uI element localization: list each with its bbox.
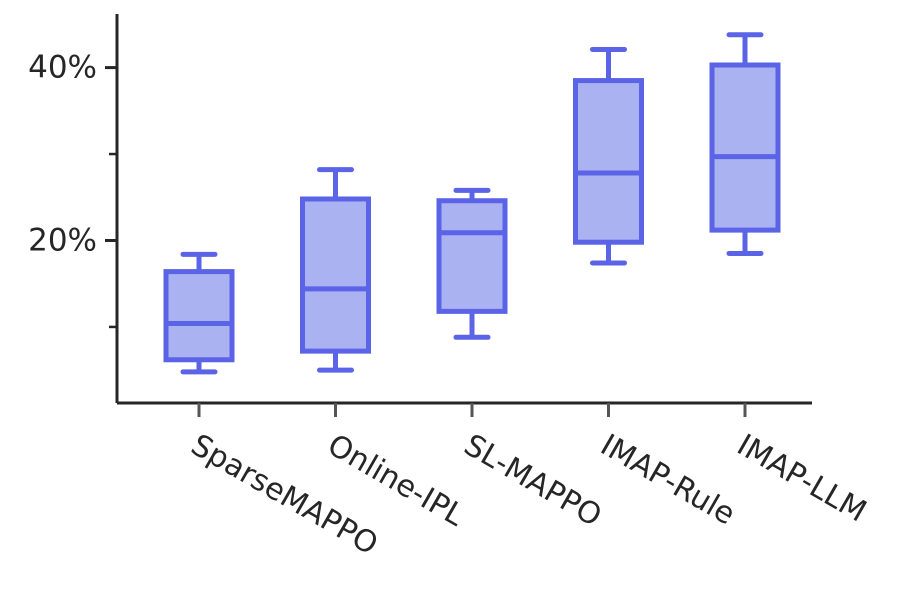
box	[436, 198, 508, 314]
x-tick-label: IMAP-LLM	[731, 428, 872, 530]
box	[573, 78, 644, 245]
box-group	[573, 46, 644, 266]
axes-layer	[115, 14, 812, 405]
box	[163, 269, 235, 363]
box-group	[163, 251, 235, 375]
box-group	[300, 167, 371, 373]
box	[709, 62, 781, 233]
box	[300, 196, 371, 354]
x-tick-label: SL-MAPPO	[458, 428, 607, 534]
box-group	[436, 187, 508, 340]
y-tick-label: 20%	[28, 222, 97, 258]
box-group	[709, 32, 781, 256]
boxes-layer	[163, 32, 781, 375]
x-tick-label: IMAP-Rule	[595, 428, 741, 533]
y-tick-label: 40%	[28, 50, 97, 86]
